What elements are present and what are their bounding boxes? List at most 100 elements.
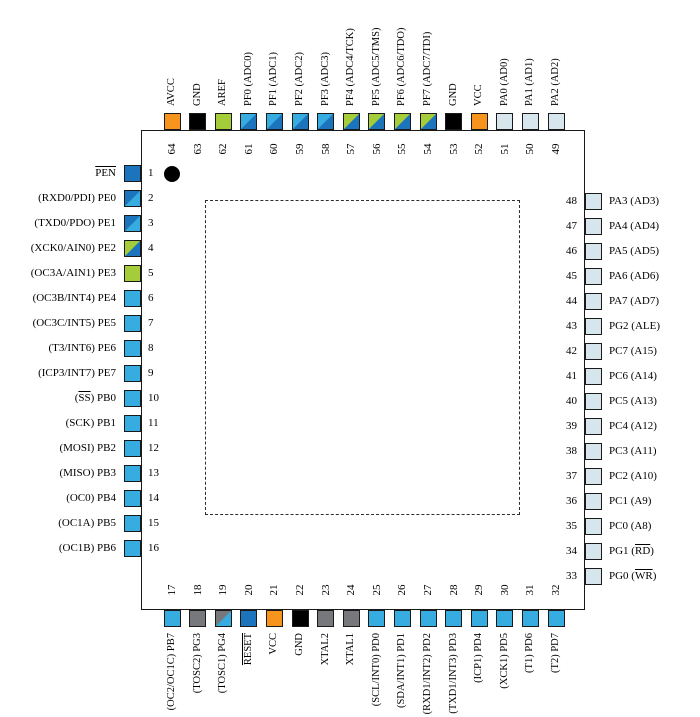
pin-number-10: 10 <box>148 392 159 404</box>
pin-number-2: 2 <box>148 192 154 204</box>
pin-number-44: 44 <box>566 295 577 307</box>
pin-label-text: PEN <box>95 167 116 179</box>
pin-label-text: (OC2/OC1C) PB7 <box>166 633 177 711</box>
pin-number-40: 40 <box>566 395 577 407</box>
pin-label-1: PEN <box>4 165 116 181</box>
pin-label-text: PA7 (AD7) <box>609 295 660 307</box>
pin-number-59: 59 <box>294 143 306 155</box>
pin-number-21: 21 <box>268 584 281 596</box>
pin-pad-42 <box>585 342 602 360</box>
pin-number-42: 42 <box>566 345 577 357</box>
pin-label-23: XTAL2 <box>318 633 334 715</box>
pin-pad-40 <box>585 392 602 410</box>
pin-number-8: 8 <box>148 342 154 354</box>
pin-number-12: 12 <box>148 442 159 454</box>
pin-pad-14 <box>124 489 141 507</box>
pin-pad-4 <box>124 239 141 257</box>
pin-pad-52 <box>470 113 488 130</box>
pin-number-47: 47 <box>566 220 577 232</box>
pin-pad-26 <box>393 610 411 627</box>
pin-label-15: (OC1A) PB5 <box>4 515 116 531</box>
pin1-indicator <box>164 166 180 182</box>
pin-label-17: (OC2/OC1C) PB7 <box>164 633 180 715</box>
pin-number-4: 4 <box>148 242 154 254</box>
pin-label-text: ) <box>652 570 657 582</box>
pin-label-text: ) PB0 <box>90 392 116 404</box>
pin-label-61: PF0 (ADC0) <box>241 2 257 106</box>
pin-pad-49 <box>547 113 565 130</box>
pin-number-53: 53 <box>447 143 460 155</box>
pin-pad-30 <box>496 610 514 627</box>
pin-number-5: 5 <box>148 267 154 279</box>
pin-label-text: PA4 (AD4) <box>609 220 660 232</box>
pin-label-38: PC3 (A11) <box>609 443 697 459</box>
pin-number-49: 49 <box>550 143 562 155</box>
pin-pad-44 <box>585 292 602 310</box>
pin-pad-59 <box>291 113 309 130</box>
pin-label-58: PF3 (ADC3) <box>318 2 334 106</box>
pin-label-text: PA5 (AD5) <box>609 245 660 257</box>
pin-pad-5 <box>124 264 141 282</box>
pin-label-text: (OC0) PB4 <box>66 492 116 504</box>
pin-label-text: PC7 (A15) <box>609 345 657 357</box>
pin-pad-51 <box>496 113 514 130</box>
pin-label-text: (TXD1/INT3) PD3 <box>447 633 459 714</box>
pin-label-34: PG1 (RD) <box>609 543 697 559</box>
pin-number-9: 9 <box>148 367 154 379</box>
pin-number-34: 34 <box>566 545 577 557</box>
pin-pad-29 <box>470 610 488 627</box>
pin-label-13: (MISO) PB3 <box>4 465 116 481</box>
pin-number-16: 16 <box>148 542 159 554</box>
pin-number-31: 31 <box>524 584 537 596</box>
pin-label-56: PF5 (ADC5/TMS) <box>369 2 385 106</box>
pin-label-text: GND <box>294 633 305 656</box>
pin-label-42: PC7 (A15) <box>609 343 697 359</box>
pin-label-44: PA7 (AD7) <box>609 293 697 309</box>
pin-number-20: 20 <box>242 584 255 596</box>
pin-label-text: PF2 (ADC2) <box>294 52 305 106</box>
pin-pad-64 <box>163 113 181 130</box>
pin-pad-19 <box>214 610 232 627</box>
pin-pad-55 <box>393 113 411 130</box>
pin-label-6: (OC3B/INT4) PE4 <box>4 290 116 306</box>
pin-label-text: PF7 (ADC7/TDI) <box>422 31 433 106</box>
pin-label-text: (T1) PD6 <box>524 633 536 673</box>
pin-label-text: (SDA/INT1) PD1 <box>396 633 408 708</box>
pin-label-51: PA0 (AD0) <box>497 2 513 106</box>
pin-label-54: PF7 (ADC7/TDI) <box>420 2 436 106</box>
pin-number-56: 56 <box>370 143 383 155</box>
pin-label-53: GND <box>446 2 462 106</box>
pin-pad-56 <box>368 113 386 130</box>
pin-label-text: PA3 (AD3) <box>609 195 660 207</box>
pin-number-3: 3 <box>148 217 154 229</box>
pin-label-text: PG1 ( <box>609 545 635 557</box>
pin-number-38: 38 <box>566 445 577 457</box>
pin-pad-60 <box>265 113 283 130</box>
pin-pad-9 <box>124 364 141 382</box>
pin-number-51: 51 <box>498 143 511 155</box>
pin-pad-45 <box>585 267 602 285</box>
pin-label-text: (OC1A) PB5 <box>58 517 116 529</box>
pin-label-59: PF2 (ADC2) <box>292 2 308 106</box>
pin-label-text: GND <box>447 83 459 106</box>
pin-number-25: 25 <box>370 584 383 596</box>
pin-pad-54 <box>419 113 437 130</box>
pin-pad-1 <box>124 164 141 182</box>
pin-label-text: XTAL2 <box>319 633 331 666</box>
pin-label-text: (ICP3/INT7) PE7 <box>38 367 116 379</box>
pin-pad-43 <box>585 317 602 335</box>
pin-label-29: (ICP1) PD4 <box>471 633 487 715</box>
pin-label-3: (TXD0/PDO) PE1 <box>4 215 116 231</box>
pin-label-text: (SCL/INT0) PD0 <box>370 633 382 707</box>
pin-label-text: ( <box>74 392 79 404</box>
pin-label-text: PC3 (A11) <box>609 445 657 457</box>
pin-number-39: 39 <box>566 420 577 432</box>
pin-pad-46 <box>585 242 602 260</box>
pin-label-text: (MOSI) PB2 <box>59 442 116 454</box>
pin-number-18: 18 <box>191 584 204 596</box>
pin-label-28: (TXD1/INT3) PD3 <box>446 633 462 715</box>
pin-label-text: (RXD1/INT2) PD2 <box>422 633 433 715</box>
pin-number-46: 46 <box>566 245 577 257</box>
pin-number-14: 14 <box>148 492 159 504</box>
pin-label-39: PC4 (A12) <box>609 418 697 434</box>
